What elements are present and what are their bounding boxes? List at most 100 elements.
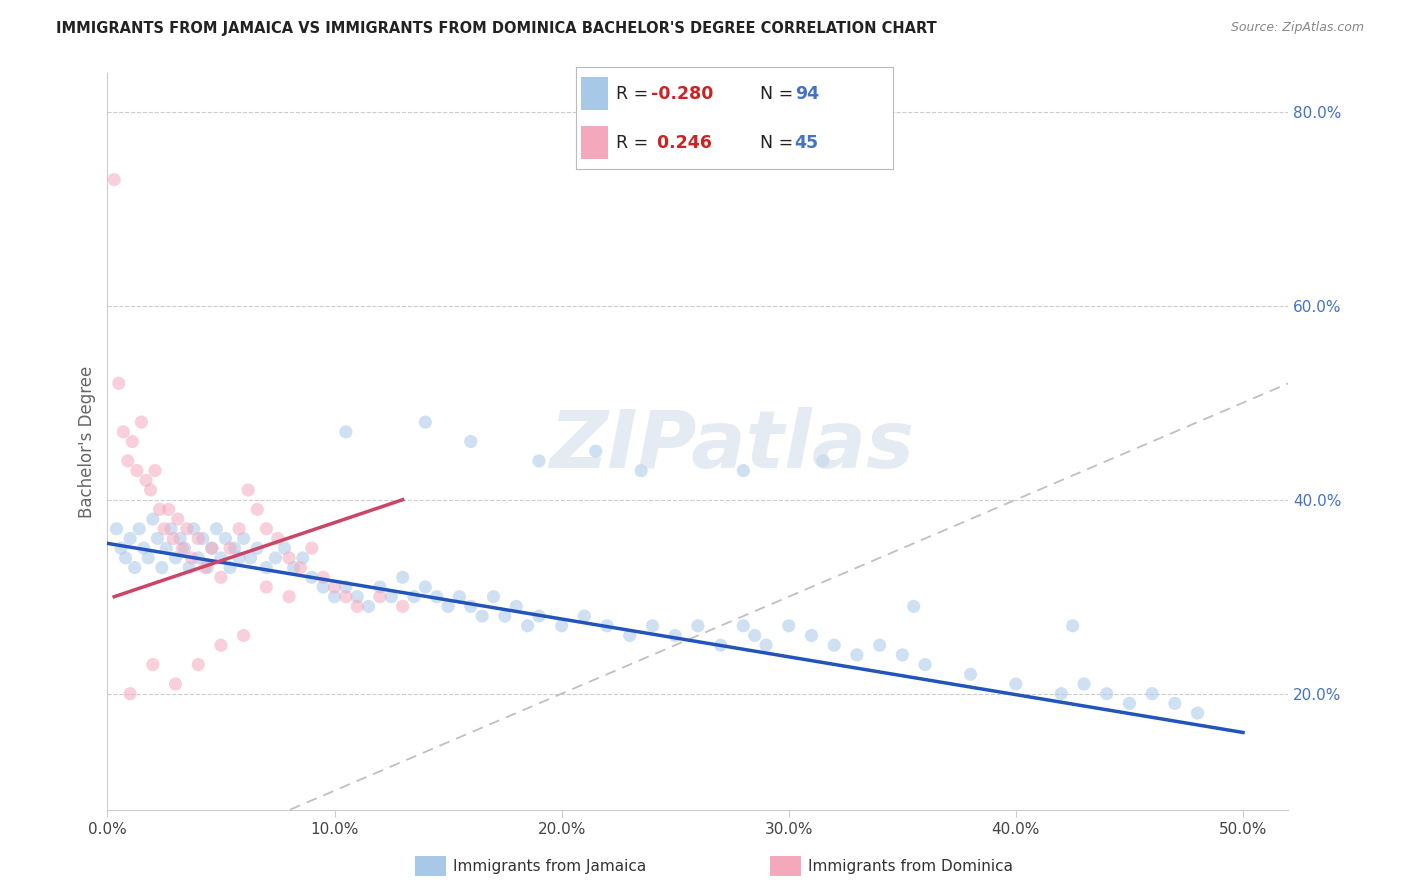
Point [380, 590, 402, 604]
Point [527, 454, 550, 468]
Point [160, 522, 183, 536]
Point [128, 522, 150, 536]
Point [800, 628, 823, 642]
Point [312, 580, 335, 594]
Point [494, 609, 516, 624]
Point [460, 434, 482, 449]
Point [187, 532, 209, 546]
Point [550, 619, 572, 633]
FancyBboxPatch shape [581, 78, 607, 111]
Point [1095, 687, 1118, 701]
Point [121, 434, 143, 449]
Point [139, 483, 162, 497]
Point [157, 502, 180, 516]
Text: R =: R = [616, 85, 654, 103]
Point [845, 648, 868, 662]
Point [146, 532, 169, 546]
Point [209, 638, 232, 652]
Point [664, 628, 686, 642]
Point [1050, 687, 1073, 701]
Point [755, 638, 778, 652]
Point [323, 590, 346, 604]
Point [426, 590, 449, 604]
Point [811, 454, 834, 468]
Point [165, 677, 187, 691]
Point [117, 454, 139, 468]
Text: -0.280: -0.280 [651, 85, 713, 103]
Point [228, 522, 250, 536]
Point [201, 541, 224, 556]
Point [596, 619, 619, 633]
Point [437, 599, 460, 614]
Point [124, 560, 146, 574]
Point [114, 550, 136, 565]
Point [246, 541, 269, 556]
Point [191, 532, 214, 546]
Point [505, 599, 527, 614]
Text: Immigrants from Jamaica: Immigrants from Jamaica [453, 859, 645, 873]
Point [135, 473, 157, 487]
Point [471, 609, 494, 624]
Point [131, 415, 153, 429]
Point [346, 590, 368, 604]
Point [153, 522, 176, 536]
Point [264, 550, 287, 565]
Point [903, 599, 925, 614]
Point [254, 580, 277, 594]
Text: 45: 45 [794, 134, 818, 152]
Point [449, 590, 471, 604]
Point [238, 483, 260, 497]
Point [132, 541, 155, 556]
Point [527, 609, 550, 624]
Point [254, 560, 277, 574]
Point [120, 687, 142, 701]
Point [574, 609, 596, 624]
Point [183, 522, 205, 536]
Point [686, 619, 709, 633]
Point [224, 541, 246, 556]
Point [778, 619, 800, 633]
Point [155, 541, 177, 556]
Point [149, 502, 172, 516]
Point [335, 425, 357, 439]
Point [180, 550, 202, 565]
Point [107, 376, 129, 391]
Point [1118, 697, 1140, 711]
Point [710, 638, 733, 652]
Point [391, 570, 413, 584]
Point [278, 550, 301, 565]
Point [335, 590, 357, 604]
Point [254, 522, 277, 536]
Point [1164, 697, 1187, 711]
Point [368, 590, 391, 604]
Point [219, 541, 242, 556]
Point [143, 464, 166, 478]
Point [142, 657, 165, 672]
Point [619, 628, 641, 642]
Point [162, 532, 184, 546]
Point [142, 512, 165, 526]
Point [1140, 687, 1163, 701]
Point [112, 425, 135, 439]
Point [278, 590, 301, 604]
Point [172, 541, 194, 556]
Point [346, 599, 368, 614]
Text: ZIPatlas: ZIPatlas [548, 407, 914, 485]
Point [1187, 706, 1209, 720]
Point [516, 619, 538, 633]
Point [267, 532, 290, 546]
Point [335, 580, 357, 594]
Point [630, 464, 652, 478]
Point [368, 580, 391, 594]
Text: 0.246: 0.246 [651, 134, 711, 152]
Point [165, 550, 187, 565]
Point [232, 532, 254, 546]
Point [823, 638, 845, 652]
Point [585, 444, 607, 458]
Point [312, 570, 335, 584]
Text: IMMIGRANTS FROM JAMAICA VS IMMIGRANTS FROM DOMINICA BACHELOR'S DEGREE CORRELATIO: IMMIGRANTS FROM JAMAICA VS IMMIGRANTS FR… [56, 21, 936, 36]
Text: N =: N = [759, 85, 799, 103]
Point [1073, 677, 1095, 691]
Point [914, 657, 936, 672]
Text: 94: 94 [794, 85, 818, 103]
